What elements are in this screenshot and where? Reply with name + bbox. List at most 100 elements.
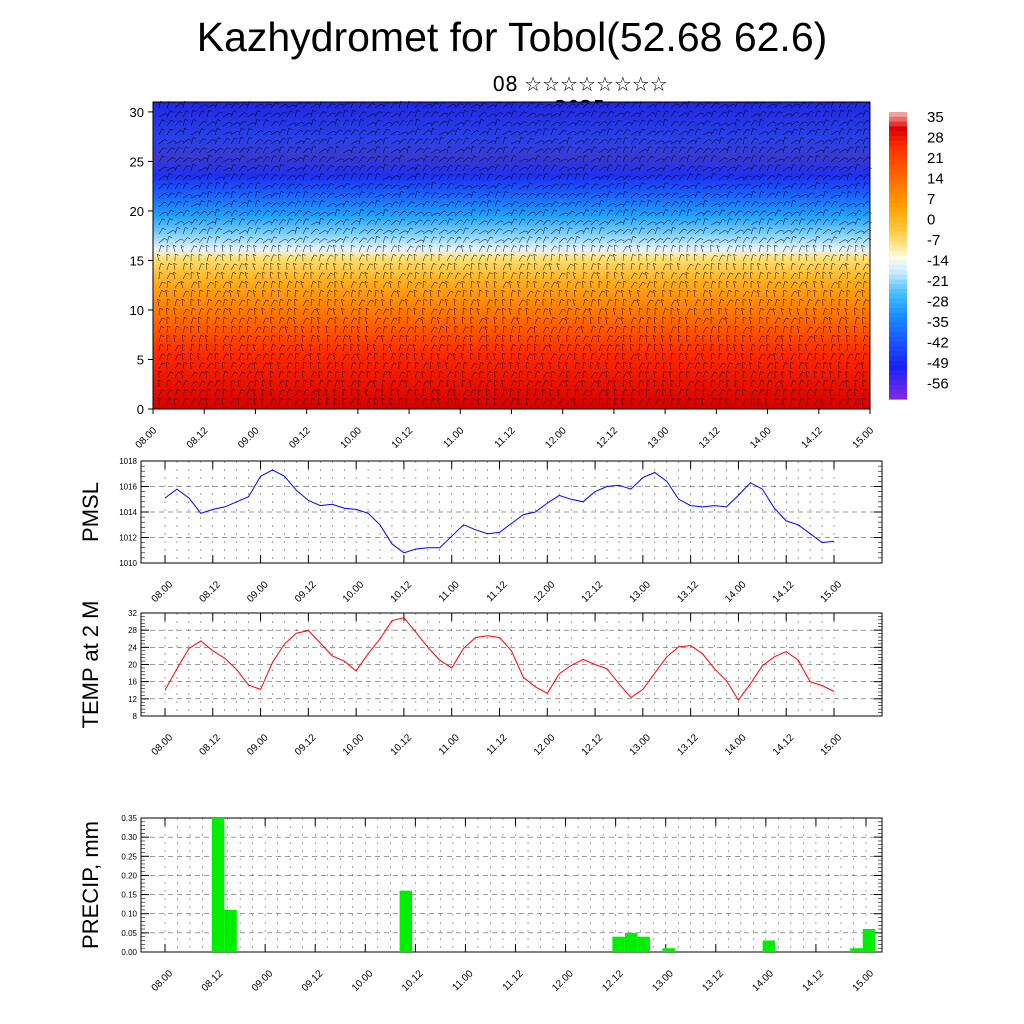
colorbar-segment <box>889 308 907 314</box>
x-tick-label: 12.00 <box>550 968 576 994</box>
y-tick-label: 5 <box>137 352 144 367</box>
x-tick-label: 09.12 <box>287 425 313 451</box>
y-tick-label: 0.25 <box>121 852 137 861</box>
colorbar-segment <box>889 341 907 347</box>
x-tick-label: 11.00 <box>451 968 476 993</box>
x-tick-label: 13.12 <box>697 425 723 451</box>
colorbar-segment <box>889 112 907 118</box>
y-tick-label: 15 <box>130 253 144 268</box>
y-tick-label: 1012 <box>119 534 137 543</box>
y-tick-label: 25 <box>130 154 144 169</box>
colorbar-segment <box>889 245 907 252</box>
y-tick-label: 0.05 <box>121 929 137 938</box>
y-tick-label: 8 <box>133 712 138 721</box>
y-tick-label: 0.35 <box>121 814 137 823</box>
x-tick-label: 11.12 <box>501 968 526 993</box>
x-tick-label: 08.00 <box>150 579 176 605</box>
x-tick-label: 09.00 <box>245 579 271 605</box>
x-tick-label: 14.12 <box>799 425 825 451</box>
colorbar-segment <box>889 231 907 237</box>
x-tick-label: 10.00 <box>339 425 365 451</box>
colorbar-label: -28 <box>927 294 949 311</box>
precip-bar <box>399 890 413 952</box>
y-tick-label: 20 <box>130 204 144 219</box>
x-tick-label: 11.00 <box>437 732 462 757</box>
x-tick-label: 13.12 <box>675 732 701 758</box>
y-axis-title: TEMP at 2 M <box>78 601 103 729</box>
y-tick-label: 24 <box>128 643 137 652</box>
precip-bar <box>762 940 776 952</box>
colorbar-segment <box>889 140 907 147</box>
y-tick-label: 1010 <box>119 559 137 568</box>
x-tick-label: 12.12 <box>600 968 626 994</box>
colorbar-segment <box>889 279 907 285</box>
data-series-line <box>164 617 835 701</box>
colorbar-segment <box>889 159 907 166</box>
x-tick-label: 08.12 <box>185 425 211 451</box>
colorbar-segment <box>889 346 907 352</box>
x-tick-label: 09.12 <box>300 968 326 994</box>
precip-bar <box>662 948 675 952</box>
precip-bar <box>850 948 863 952</box>
colorbar-segment <box>889 351 907 357</box>
x-tick-label: 09.00 <box>245 732 271 758</box>
x-tick-label: 14.12 <box>801 968 827 994</box>
colorbar-segment <box>889 150 907 156</box>
x-tick-label: 15.00 <box>851 968 877 994</box>
colorbar-label: 35 <box>927 109 944 126</box>
colorbar-segment <box>889 293 907 300</box>
x-tick-label: 08.00 <box>150 968 176 994</box>
pmsl-panel: 1010 1012 1014 1016 1018 08.00 08.12 09.00 09.12… <box>78 457 883 605</box>
precip-bar <box>862 929 876 952</box>
precip-bar <box>224 909 237 952</box>
colorbar-segment <box>889 226 907 233</box>
x-tick-label: 10.00 <box>341 579 367 605</box>
x-tick-label: 09.00 <box>236 425 262 451</box>
x-tick-label: 12.12 <box>580 732 606 758</box>
x-tick-label: 10.12 <box>389 579 415 605</box>
y-tick-label: 12 <box>128 695 137 704</box>
colorbar-segment <box>889 317 907 324</box>
colorbar-segment <box>889 198 907 204</box>
x-tick-label: 10.12 <box>389 732 415 758</box>
x-tick-label: 09.12 <box>293 579 319 605</box>
colorbar-segment <box>889 217 907 223</box>
colorbar-segment <box>889 145 907 151</box>
colorbar-label: -7 <box>927 232 940 249</box>
x-tick-label: 13.00 <box>650 968 676 994</box>
x-tick-label: 12.12 <box>595 425 621 451</box>
precip-panel: 0.00 0.05 0.10 0.15 0.20 0.25 0.30 0.35 08.00 08.… <box>78 814 883 994</box>
y-tick-label: 30 <box>130 105 144 120</box>
x-tick-label: 08.00 <box>134 425 160 451</box>
colorbar-label: -56 <box>927 376 949 393</box>
x-tick-label: 08.12 <box>197 579 223 605</box>
colorbar-label: -35 <box>927 314 949 331</box>
colorbar-segment <box>889 212 907 218</box>
colorbar-label: -14 <box>927 253 949 270</box>
colorbar-label: 0 <box>927 212 935 229</box>
x-tick-label: 14.00 <box>723 732 749 758</box>
x-tick-label: 10.00 <box>350 968 376 994</box>
colorbar-segment <box>889 322 907 328</box>
x-tick-label: 12.00 <box>532 732 558 758</box>
colorbar-label: 7 <box>927 191 935 208</box>
x-tick-label: 13.12 <box>700 968 726 994</box>
colorbar-segment <box>889 222 907 228</box>
chart-title: Kazhydromet for Tobol(52.68 62.6) <box>196 14 828 60</box>
x-tick-label: 14.00 <box>723 579 749 605</box>
x-tick-label: 11.00 <box>441 425 466 450</box>
x-tick-label: 15.00 <box>851 425 877 451</box>
y-tick-label: 28 <box>128 626 137 635</box>
colorbar-segment <box>889 207 907 214</box>
precip-bar <box>624 932 638 952</box>
colorbar-segment <box>889 284 907 290</box>
x-tick-label: 08.00 <box>150 732 176 758</box>
colorbar-segment <box>889 394 907 400</box>
colorbar-segment <box>889 269 907 276</box>
colorbar-label: -21 <box>927 273 949 290</box>
x-tick-label: 13.00 <box>628 579 654 605</box>
y-tick-label: 20 <box>128 661 137 670</box>
x-tick-label: 11.12 <box>493 425 518 450</box>
x-tick-label: 13.12 <box>675 579 701 605</box>
colorbar-label: 14 <box>927 171 944 188</box>
